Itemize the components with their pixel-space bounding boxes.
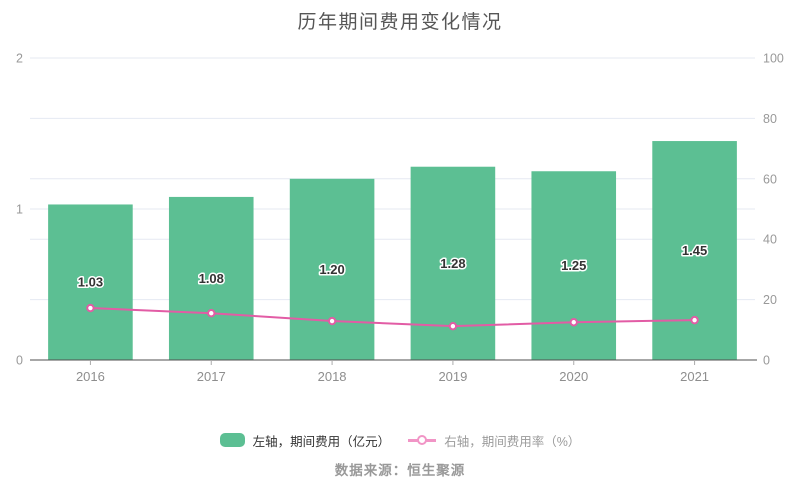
left-axis-label: 2 xyxy=(16,52,23,66)
left-axis-label: 1 xyxy=(16,203,23,217)
bar-value-label: 1.45 xyxy=(682,243,707,258)
rate-point-2016[interactable] xyxy=(86,303,95,313)
x-axis-label-2018: 2018 xyxy=(318,369,347,384)
legend-item-bar-series[interactable]: 左轴，期间费用（亿元） xyxy=(219,431,391,450)
right-axis-label: 100 xyxy=(763,52,784,66)
rate-point-2020[interactable] xyxy=(569,318,578,327)
bar-value-label: 1.03 xyxy=(78,275,103,290)
bar-value-label: 1.20 xyxy=(319,262,344,277)
right-axis-label: 40 xyxy=(763,233,777,247)
plot-area: 1.03 1.08 1.20 1.28 1.25 1.45 2016 2017 2018 2019… xyxy=(16,52,784,385)
bar-value-label: 1.08 xyxy=(199,271,224,286)
bar-value-label: 1.28 xyxy=(440,256,465,271)
bar-value-label: 1.25 xyxy=(561,258,586,273)
rate-line xyxy=(89,307,696,328)
legend-item-line-series[interactable]: 右轴，期间费用率（%） xyxy=(408,431,580,450)
right-axis-label: 0 xyxy=(763,354,770,368)
x-axis-label-2020: 2020 xyxy=(559,369,588,384)
x-axis-label-2021: 2021 xyxy=(680,369,709,384)
legend: 左轴，期间费用（亿元） 右轴，期间费用率（%） xyxy=(0,431,800,449)
bar-2017[interactable] xyxy=(168,196,254,360)
x-axis-label-2019: 2019 xyxy=(438,369,467,384)
left-axis-label: 0 xyxy=(16,354,23,368)
right-axis-label: 60 xyxy=(763,172,777,186)
rate-point-2019[interactable] xyxy=(448,321,458,331)
x-axis-label-2017: 2017 xyxy=(197,369,226,384)
legend-label-line-series: 右轴，期间费用率（%） xyxy=(444,434,581,449)
bar-2020[interactable] xyxy=(531,171,617,360)
right-axis-label: 20 xyxy=(763,293,777,307)
bar-series-swatch-icon xyxy=(219,433,245,447)
data-source-note: 数据来源：恒生聚源 xyxy=(334,463,466,478)
line-series-marker-icon xyxy=(408,433,437,447)
bar-2018[interactable] xyxy=(289,178,375,360)
chart-title: 历年期间费用变化情况 xyxy=(297,12,503,33)
rate-point-2017[interactable] xyxy=(207,308,216,318)
legend-label-bar-series: 左轴，期间费用（亿元） xyxy=(252,434,391,449)
rate-point-2018[interactable] xyxy=(327,316,337,326)
x-axis-label-2016: 2016 xyxy=(76,369,105,384)
bar-2016[interactable] xyxy=(48,204,133,360)
rate-point-2021[interactable] xyxy=(690,315,699,325)
right-axis-label: 80 xyxy=(763,112,777,126)
